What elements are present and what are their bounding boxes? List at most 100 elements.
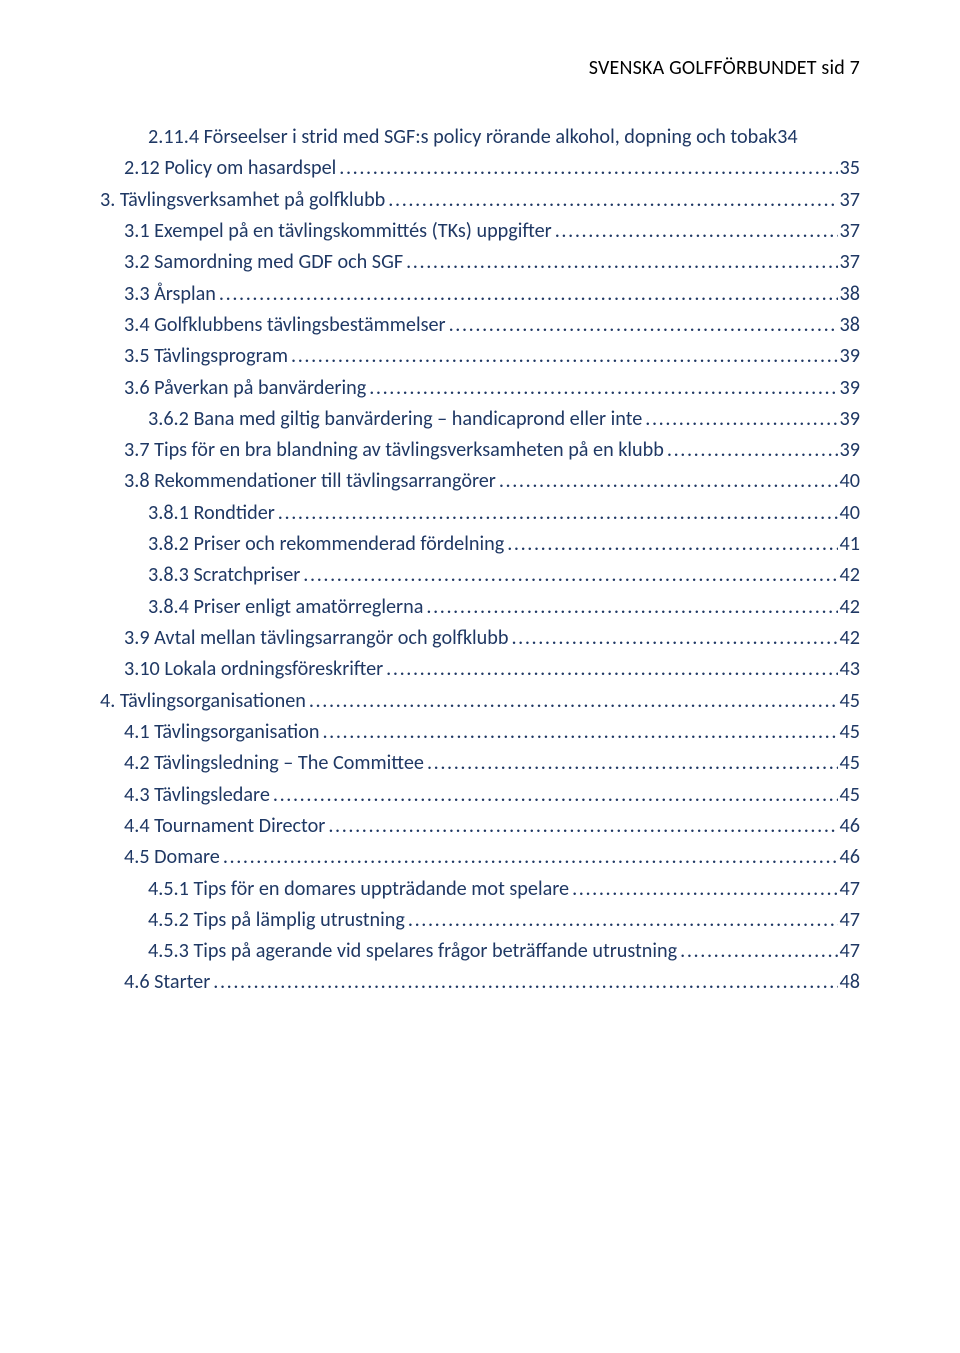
- toc-entry-page: 37: [840, 185, 860, 216]
- toc-entry[interactable]: 3.9 Avtal mellan tävlingsarrangör och go…: [100, 623, 860, 654]
- toc-leader-dots: [645, 404, 837, 435]
- toc-entry-label: 4.5.3 Tips på agerande vid spelares fråg…: [148, 936, 677, 967]
- toc-entry-label: 3.9 Avtal mellan tävlingsarrangör och go…: [124, 623, 508, 654]
- table-of-contents: 2.11.4 Förseelser i strid med SGF:s poli…: [100, 122, 860, 999]
- toc-entry-label: 3.1 Exempel på en tävlingskommittés (TKs…: [124, 216, 552, 247]
- toc-entry-label: 4.5.1 Tips för en domares uppträdande mo…: [148, 874, 569, 905]
- toc-entry-page: 46: [840, 842, 860, 873]
- toc-leader-dots: [386, 654, 837, 685]
- toc-entry[interactable]: 3.6 Påverkan på banvärdering 39: [100, 373, 860, 404]
- toc-entry[interactable]: 3.8.3 Scratchpriser 42: [100, 560, 860, 591]
- toc-entry-page: 41: [840, 529, 860, 560]
- toc-entry-page: 38: [840, 310, 860, 341]
- toc-leader-dots: [511, 623, 837, 654]
- toc-entry-page: 45: [840, 717, 860, 748]
- toc-entry-label: 3.4 Golfklubbens tävlingsbestämmelser: [124, 310, 446, 341]
- toc-leader-dots: [507, 529, 837, 560]
- toc-leader-dots: [572, 874, 837, 905]
- toc-entry[interactable]: 4. Tävlingsorganisationen 45: [100, 686, 860, 717]
- toc-entry[interactable]: 3.2 Samordning med GDF och SGF37: [100, 247, 860, 278]
- toc-entry[interactable]: 3.10 Lokala ordningsföreskrifter 43: [100, 654, 860, 685]
- toc-entry-label: 3.3 Årsplan: [124, 279, 216, 310]
- toc-entry[interactable]: 3.4 Golfklubbens tävlingsbestämmelser 38: [100, 310, 860, 341]
- toc-leader-dots: [219, 279, 838, 310]
- toc-entry[interactable]: 4.1 Tävlingsorganisation 45: [100, 717, 860, 748]
- toc-entry[interactable]: 4.4 Tournament Director46: [100, 811, 860, 842]
- toc-entry-page: 37: [840, 216, 860, 247]
- toc-entry-label: 3.7 Tips för en bra blandning av tävling…: [124, 435, 664, 466]
- toc-leader-dots: [309, 686, 838, 717]
- toc-entry-page: 35: [840, 153, 860, 184]
- toc-leader-dots: [339, 153, 837, 184]
- page-header: SVENSKA GOLFFÖRBUNDET sid 7: [100, 56, 860, 80]
- toc-entry[interactable]: 2.11.4 Förseelser i strid med SGF:s poli…: [100, 122, 860, 153]
- toc-entry[interactable]: 3.3 Årsplan 38: [100, 279, 860, 310]
- toc-leader-dots: [322, 717, 837, 748]
- toc-entry[interactable]: 3.7 Tips för en bra blandning av tävling…: [100, 435, 860, 466]
- toc-entry[interactable]: 3.8.1 Rondtider40: [100, 498, 860, 529]
- toc-entry-label: 3.8.3 Scratchpriser: [148, 560, 300, 591]
- toc-entry[interactable]: 3.5 Tävlingsprogram 39: [100, 341, 860, 372]
- toc-entry-label: 4.2 Tävlingsledning – The Committee: [124, 748, 424, 779]
- toc-entry-page: 48: [840, 967, 860, 998]
- page: SVENSKA GOLFFÖRBUNDET sid 7 2.11.4 Förse…: [0, 0, 960, 1353]
- toc-leader-dots: [555, 216, 838, 247]
- toc-leader-dots: [680, 936, 837, 967]
- toc-leader-dots: [406, 247, 837, 278]
- toc-entry-label: 3.8.4 Priser enligt amatörreglerna: [148, 592, 423, 623]
- toc-leader-dots: [369, 373, 837, 404]
- toc-entry[interactable]: 3.8 Rekommendationer till tävlingsarrang…: [100, 466, 860, 497]
- toc-entry[interactable]: 4.5.2 Tips på lämplig utrustning47: [100, 905, 860, 936]
- toc-entry[interactable]: 4.3 Tävlingsledare 45: [100, 780, 860, 811]
- toc-entry-page: 39: [840, 341, 860, 372]
- toc-entry[interactable]: 4.2 Tävlingsledning – The Committee 45: [100, 748, 860, 779]
- toc-entry[interactable]: 4.5.1 Tips för en domares uppträdande mo…: [100, 874, 860, 905]
- toc-entry-label: 3.10 Lokala ordningsföreskrifter: [124, 654, 383, 685]
- toc-entry-label: 3.6.2 Bana med giltig banvärdering – han…: [148, 404, 642, 435]
- toc-entry[interactable]: 3.8.4 Priser enligt amatörreglerna 42: [100, 592, 860, 623]
- toc-entry-page: 42: [840, 592, 860, 623]
- toc-entry-label: 3.5 Tävlingsprogram: [124, 341, 288, 372]
- toc-entry-label: 3. Tävlingsverksamhet på golfklubb: [100, 185, 385, 216]
- toc-entry-page: 39: [840, 435, 860, 466]
- toc-entry-page: 47: [840, 874, 860, 905]
- toc-leader-dots: [499, 466, 838, 497]
- toc-entry-label: 3.6 Påverkan på banvärdering: [124, 373, 366, 404]
- toc-leader-dots: [408, 905, 838, 936]
- toc-leader-dots: [388, 185, 837, 216]
- toc-entry-label: 2.12 Policy om hasardspel: [124, 153, 336, 184]
- toc-entry-label: 3.8.2 Priser och rekommenderad fördelnin…: [148, 529, 504, 560]
- toc-entry-label: 2.11.4 Förseelser i strid med SGF:s poli…: [148, 122, 777, 153]
- toc-entry-page: 42: [840, 560, 860, 591]
- toc-entry-label: 4. Tävlingsorganisationen: [100, 686, 306, 717]
- toc-entry[interactable]: 3.8.2 Priser och rekommenderad fördelnin…: [100, 529, 860, 560]
- toc-leader-dots: [291, 341, 838, 372]
- toc-entry[interactable]: 4.5.3 Tips på agerande vid spelares fråg…: [100, 936, 860, 967]
- toc-entry-page: 47: [840, 905, 860, 936]
- toc-entry-page: 45: [840, 748, 860, 779]
- toc-entry[interactable]: 2.12 Policy om hasardspel 35: [100, 153, 860, 184]
- toc-entry-label: 4.1 Tävlingsorganisation: [124, 717, 319, 748]
- toc-entry-label: 4.4 Tournament Director: [124, 811, 325, 842]
- toc-entry-page: 40: [840, 466, 860, 497]
- toc-leader-dots: [427, 748, 838, 779]
- toc-leader-dots: [273, 780, 838, 811]
- toc-entry[interactable]: 3.1 Exempel på en tävlingskommittés (TKs…: [100, 216, 860, 247]
- toc-entry[interactable]: 3. Tävlingsverksamhet på golfklubb 37: [100, 185, 860, 216]
- toc-entry-page: 42: [840, 623, 860, 654]
- toc-entry[interactable]: 4.6 Starter48: [100, 967, 860, 998]
- toc-leader-dots: [426, 592, 837, 623]
- toc-entry-label: 4.3 Tävlingsledare: [124, 780, 270, 811]
- toc-entry-page: 47: [840, 936, 860, 967]
- toc-entry-label: 4.5 Domare: [124, 842, 220, 873]
- toc-entry[interactable]: 3.6.2 Bana med giltig banvärdering – han…: [100, 404, 860, 435]
- toc-entry-page: 45: [840, 780, 860, 811]
- toc-entry-page: 38: [840, 279, 860, 310]
- toc-leader-dots: [303, 560, 837, 591]
- toc-entry-page: 45: [840, 686, 860, 717]
- toc-entry-page: 43: [840, 654, 860, 685]
- toc-entry-label: 3.8 Rekommendationer till tävlingsarrang…: [124, 466, 496, 497]
- toc-entry-page: 39: [840, 373, 860, 404]
- toc-entry[interactable]: 4.5 Domare 46: [100, 842, 860, 873]
- toc-entry-label: 3.8.1 Rondtider: [148, 498, 275, 529]
